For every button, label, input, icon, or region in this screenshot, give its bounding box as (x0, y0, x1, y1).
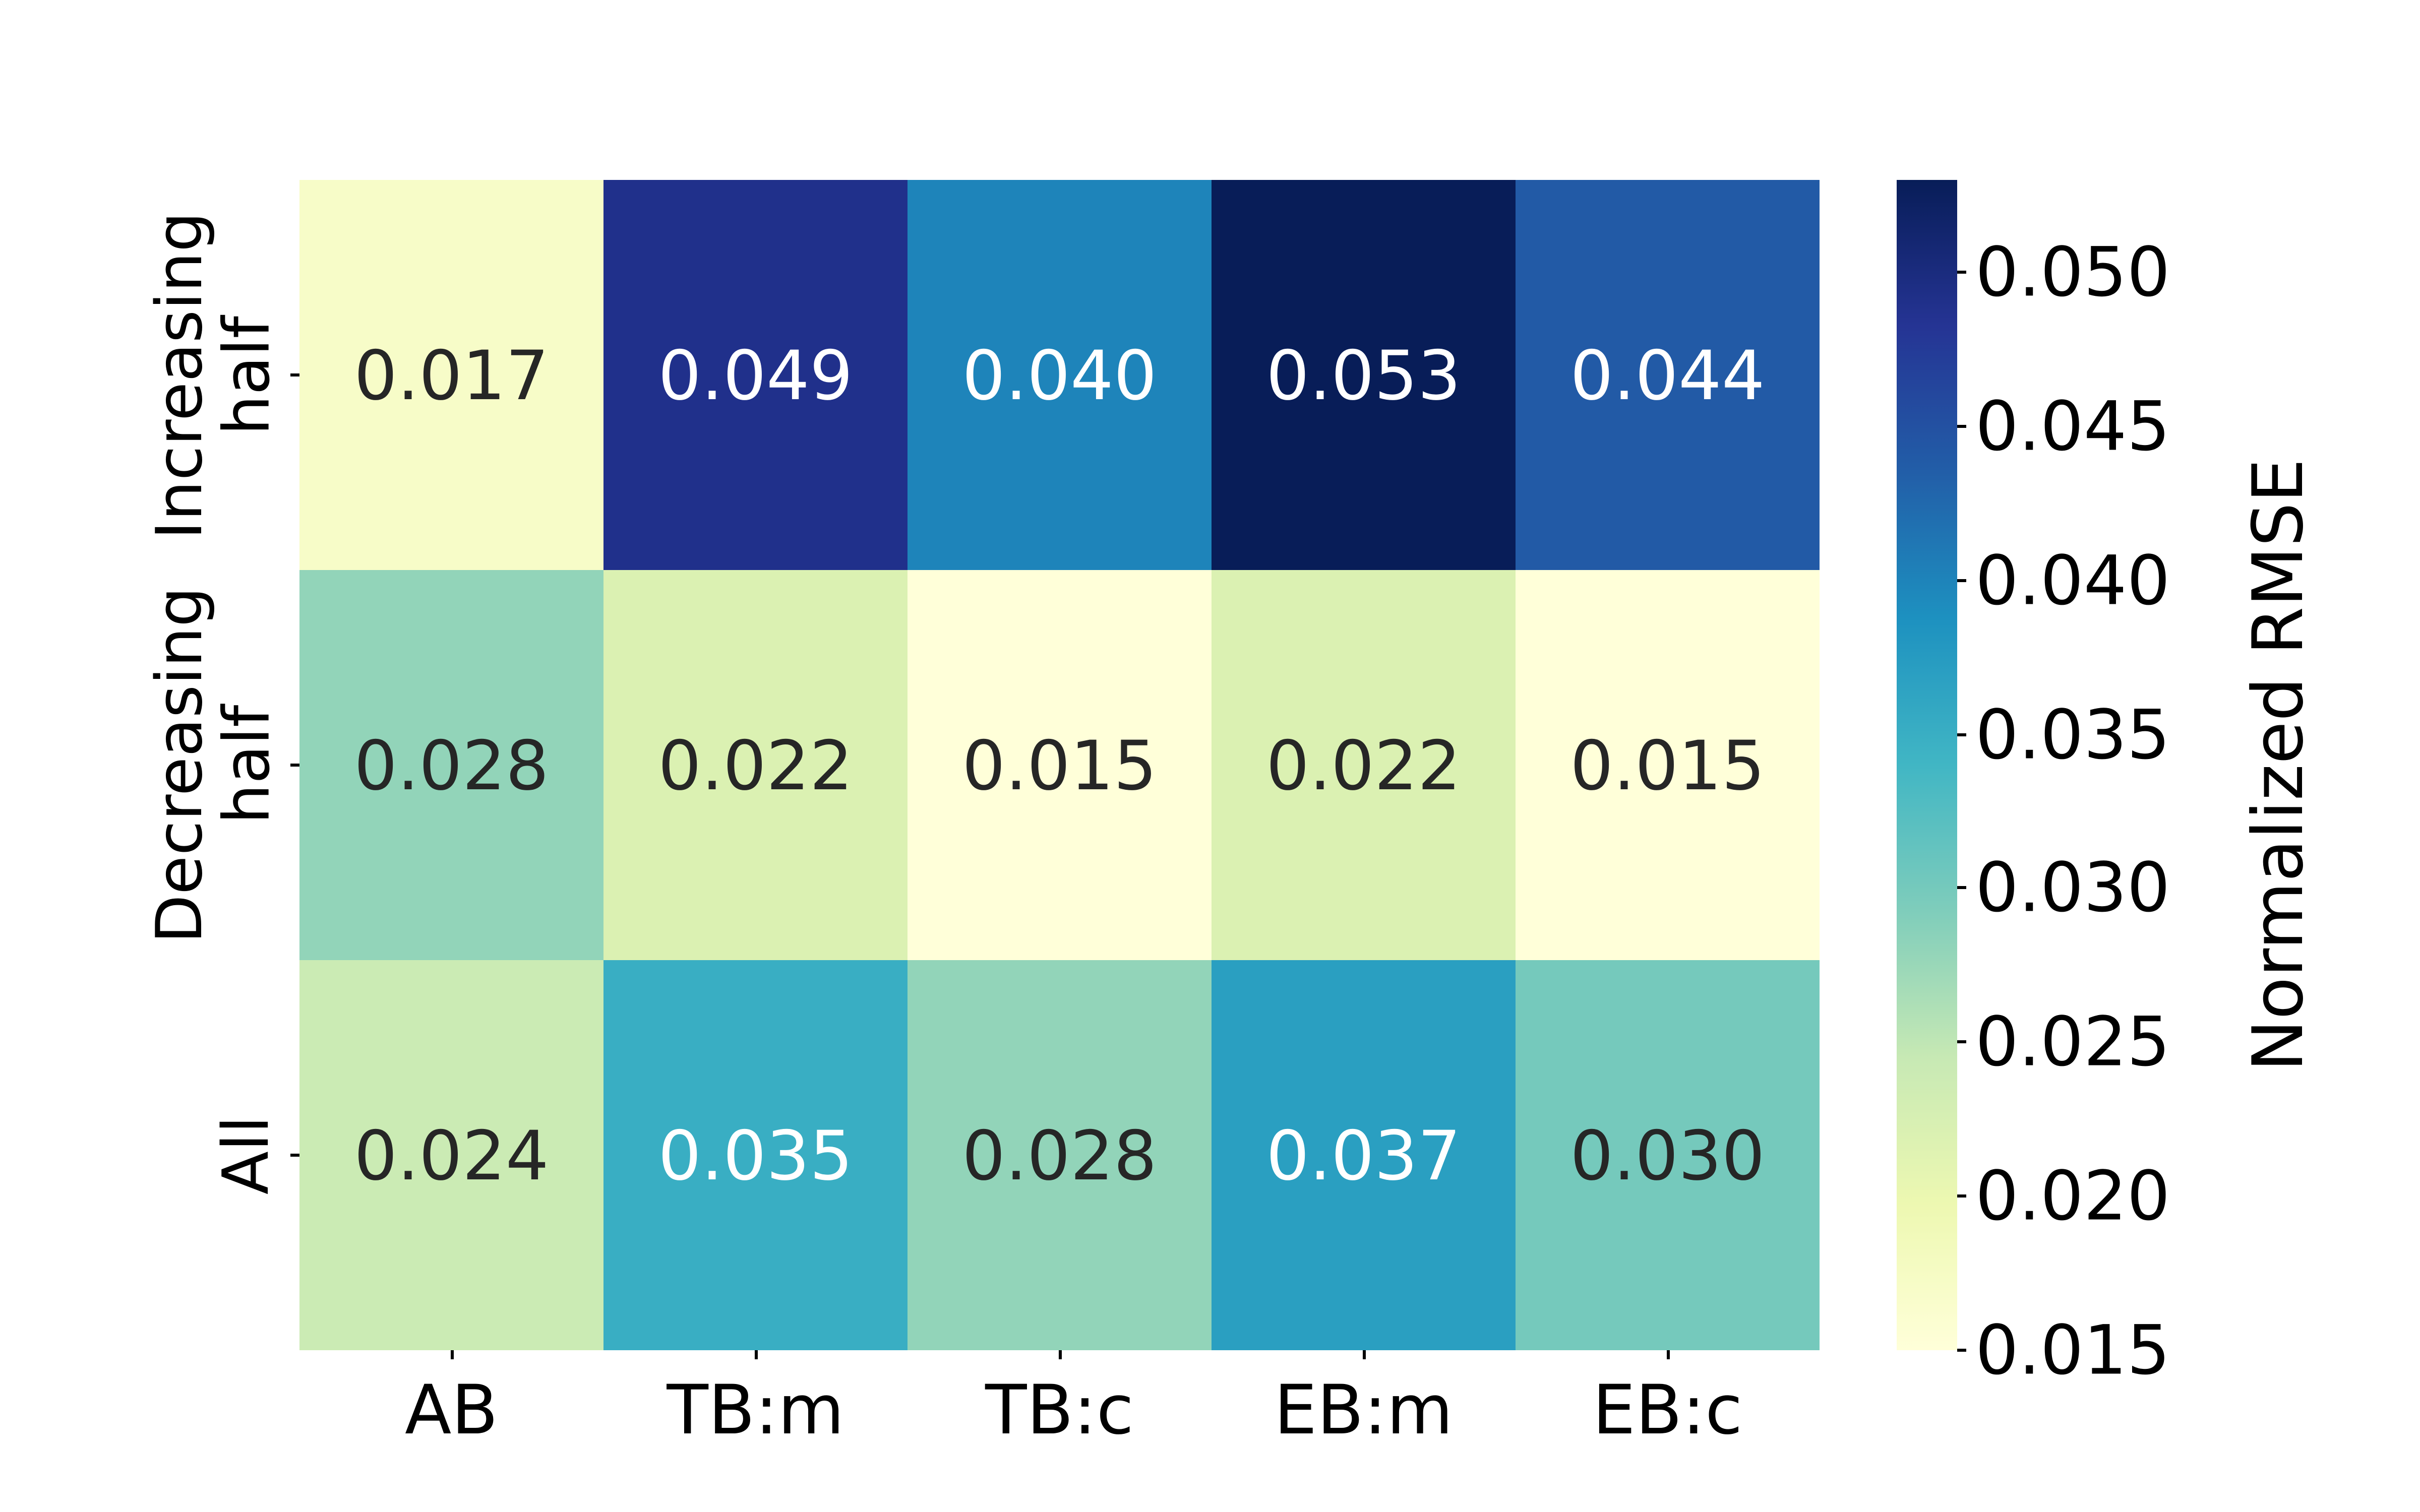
x-tick-mark (1666, 1350, 1669, 1359)
heatmap-cell: 0.035 (603, 960, 908, 1350)
heatmap-cell: 0.015 (1516, 570, 1820, 960)
heatmap-cell: 0.053 (1212, 180, 1516, 570)
y-tick-label-wrap: Increasing half (85, 180, 284, 570)
colorbar-tick-mark (1957, 732, 1966, 736)
colorbar-tick-label: 0.050 (1975, 232, 2170, 312)
colorbar-tick-label: 0.020 (1975, 1156, 2170, 1236)
x-tick-label: EB:m (1274, 1370, 1453, 1450)
heatmap-cell: 0.037 (1212, 960, 1516, 1350)
heatmap-cell: 0.015 (908, 570, 1212, 960)
colorbar-tick-mark (1957, 1349, 1966, 1352)
colorbar-tick-mark (1957, 887, 1966, 890)
x-tick-label: TB:c (985, 1370, 1134, 1450)
y-tick-label-wrap: All (85, 960, 284, 1350)
y-tick-mark (290, 373, 299, 376)
y-tick-mark (290, 764, 299, 767)
colorbar-tick-label: 0.025 (1975, 1002, 2170, 1083)
colorbar-tick-label: 0.015 (1975, 1310, 2170, 1391)
x-tick-mark (1058, 1350, 1061, 1359)
x-tick-mark (450, 1350, 453, 1359)
heatmap-cell: 0.028 (299, 570, 603, 960)
colorbar-tick-mark (1957, 1040, 1966, 1044)
heatmap-cell: 0.049 (603, 180, 908, 570)
heatmap-cell: 0.024 (299, 960, 603, 1350)
y-tick-label: Decreasing half (142, 586, 284, 944)
x-tick-mark (754, 1350, 757, 1359)
heatmap-cell: 0.028 (908, 960, 1212, 1350)
y-tick-mark (290, 1154, 299, 1157)
colorbar-tick-label: 0.045 (1975, 386, 2170, 467)
x-tick-label: EB:c (1592, 1370, 1743, 1450)
colorbar-tick-mark (1957, 424, 1966, 428)
heatmap-cell: 0.017 (299, 180, 603, 570)
colorbar (1897, 180, 1957, 1350)
colorbar-label: Normalized RMSE (2237, 458, 2319, 1072)
colorbar-tick-label: 0.030 (1975, 848, 2170, 928)
x-tick-label: TB:m (667, 1370, 844, 1450)
colorbar-tick-label: 0.040 (1975, 540, 2170, 620)
heatmap-cell: 0.022 (1212, 570, 1516, 960)
colorbar-tick-mark (1957, 1194, 1966, 1198)
heatmap-cell: 0.044 (1516, 180, 1820, 570)
x-tick-mark (1362, 1350, 1365, 1359)
heatmap-grid: 0.017 0.049 0.040 0.053 0.044 0.028 0.022 0.015… (299, 180, 1820, 1350)
y-tick-label-wrap: Decreasing half (85, 570, 284, 960)
heatmap-cell: 0.040 (908, 180, 1212, 570)
colorbar-tick-mark (1957, 271, 1966, 274)
colorbar-tick-label: 0.035 (1975, 694, 2170, 775)
heatmap-cell: 0.030 (1516, 960, 1820, 1350)
heatmap-cell: 0.022 (603, 570, 908, 960)
y-tick-label: Increasing half (142, 211, 284, 539)
y-tick-label: All (209, 1115, 284, 1195)
x-tick-label: AB (405, 1370, 498, 1450)
colorbar-tick-mark (1957, 579, 1966, 582)
